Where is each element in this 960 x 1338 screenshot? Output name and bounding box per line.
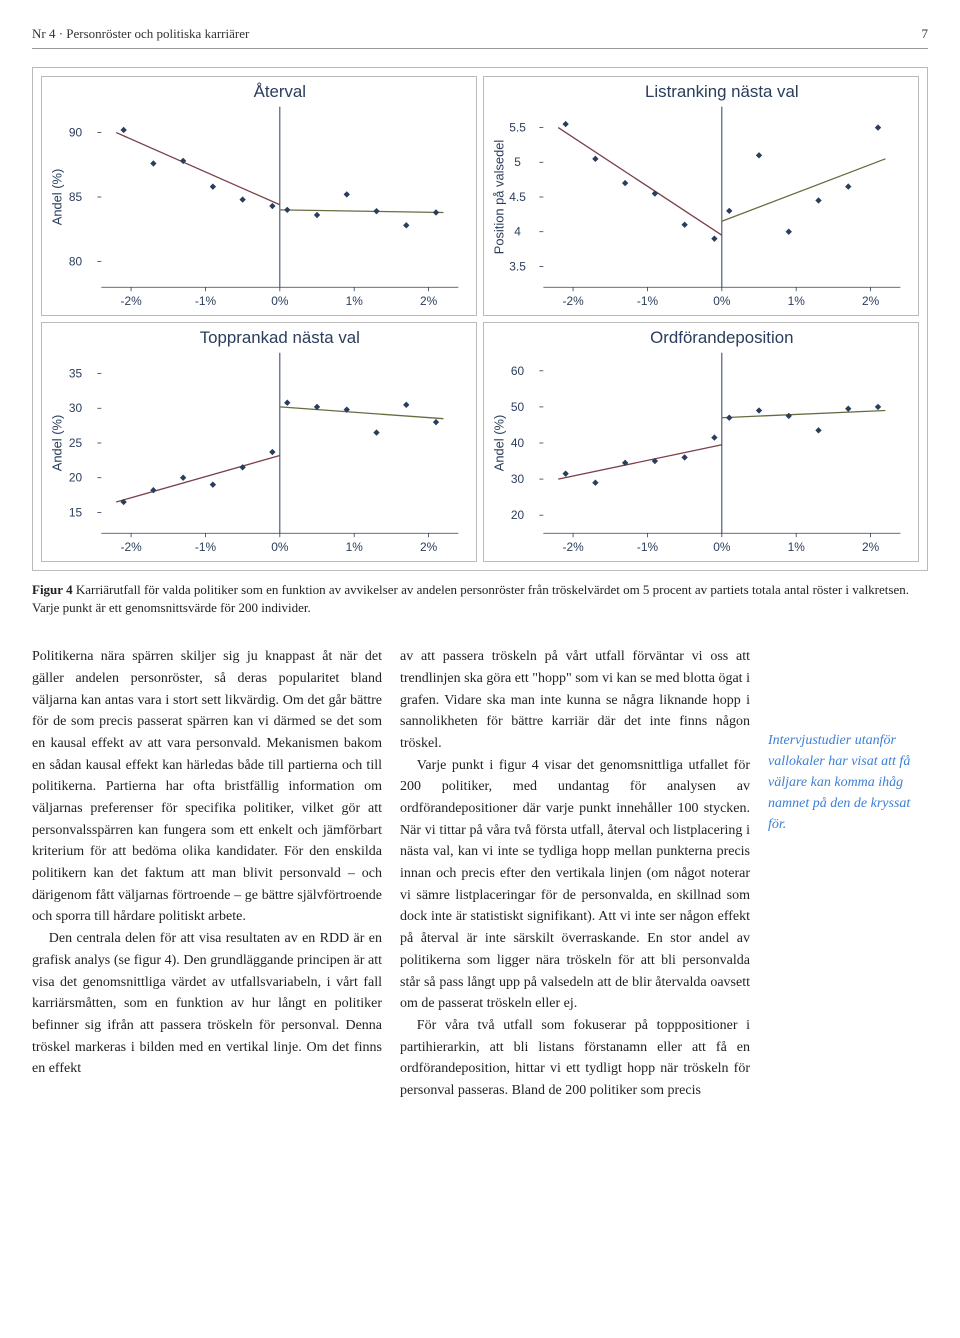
svg-text:Återval: Återval <box>254 81 306 100</box>
panel-ordforande: Ordförandeposition 20 30 40 50 60 Andel (%) -2%… <box>483 322 919 562</box>
svg-text:2%: 2% <box>420 540 438 554</box>
figure-4: Återval 80 85 90 Andel (%) -2% -1% 0% 1% 2% Listr… <box>32 67 928 571</box>
svg-text:5: 5 <box>514 155 521 169</box>
svg-text:Andel (%): Andel (%) <box>50 414 65 471</box>
svg-text:-1%: -1% <box>637 540 659 554</box>
svg-text:80: 80 <box>69 254 83 268</box>
svg-text:Position på valsedel: Position på valsedel <box>492 139 507 254</box>
svg-text:Listranking nästa val: Listranking nästa val <box>645 81 799 100</box>
svg-text:40: 40 <box>511 435 525 449</box>
svg-text:20: 20 <box>511 508 525 522</box>
svg-text:85: 85 <box>69 189 83 203</box>
body-columns: Politikerna nära spärren skiljer sig ju … <box>32 646 928 1101</box>
svg-text:1%: 1% <box>788 540 806 554</box>
svg-text:90: 90 <box>69 125 83 139</box>
column-2: av att passera tröskeln på vårt utfall f… <box>400 646 750 1101</box>
svg-text:-1%: -1% <box>195 294 217 308</box>
svg-text:3.5: 3.5 <box>509 259 526 273</box>
svg-text:1%: 1% <box>788 294 806 308</box>
header-left: Nr 4 · Personröster och politiska karriä… <box>32 24 249 44</box>
col1-para1: Politikerna nära spärren skiljer sig ju … <box>32 646 382 928</box>
svg-text:-1%: -1% <box>637 294 659 308</box>
col2-para3: För våra två utfall som fokuserar på top… <box>400 1015 750 1102</box>
col1-para2: Den centrala delen för att visa resultat… <box>32 928 382 1080</box>
svg-text:-2%: -2% <box>562 540 584 554</box>
column-1: Politikerna nära spärren skiljer sig ju … <box>32 646 382 1101</box>
header-page-number: 7 <box>922 24 929 44</box>
caption-label: Figur 4 <box>32 582 73 597</box>
svg-text:Ordförandeposition: Ordförandeposition <box>650 327 793 346</box>
svg-text:-2%: -2% <box>120 294 142 308</box>
svg-text:1%: 1% <box>346 540 364 554</box>
svg-text:4.5: 4.5 <box>509 189 526 203</box>
svg-text:0%: 0% <box>271 540 289 554</box>
svg-text:-2%: -2% <box>562 294 584 308</box>
sidenote: Intervjustudier utanför vallokaler har v… <box>768 646 928 1101</box>
svg-text:1%: 1% <box>346 294 364 308</box>
svg-text:0%: 0% <box>713 294 731 308</box>
col2-para1: av att passera tröskeln på vårt utfall f… <box>400 646 750 754</box>
svg-text:30: 30 <box>69 401 83 415</box>
svg-text:2%: 2% <box>862 540 880 554</box>
svg-text:20: 20 <box>69 470 83 484</box>
svg-text:5.5: 5.5 <box>509 120 526 134</box>
panel-listranking: Listranking nästa val 3.5 4 4.5 5 5.5Position… <box>483 76 919 316</box>
svg-text:50: 50 <box>511 399 525 413</box>
svg-text:0%: 0% <box>713 540 731 554</box>
caption-text: Karriärutfall för valda politiker som en… <box>32 582 909 616</box>
page-header: Nr 4 · Personröster och politiska karriä… <box>32 24 928 49</box>
svg-text:35: 35 <box>69 366 83 380</box>
svg-text:2%: 2% <box>420 294 438 308</box>
svg-text:2%: 2% <box>862 294 880 308</box>
figure-caption: Figur 4 Karriärutfall för valda politike… <box>32 581 928 619</box>
svg-text:30: 30 <box>511 472 525 486</box>
svg-text:Topprankad nästa val: Topprankad nästa val <box>200 327 360 346</box>
svg-text:-2%: -2% <box>120 540 142 554</box>
svg-text:-1%: -1% <box>195 540 217 554</box>
chart-grid: Återval 80 85 90 Andel (%) -2% -1% 0% 1% 2% Listr… <box>41 76 919 562</box>
svg-text:15: 15 <box>69 505 83 519</box>
svg-text:Andel (%): Andel (%) <box>492 414 507 471</box>
svg-text:Andel (%): Andel (%) <box>50 168 65 225</box>
svg-text:60: 60 <box>511 363 525 377</box>
panel-aterval: Återval 80 85 90 Andel (%) -2% -1% 0% 1% 2% <box>41 76 477 316</box>
svg-text:0%: 0% <box>271 294 289 308</box>
svg-text:25: 25 <box>69 435 83 449</box>
svg-text:4: 4 <box>514 224 521 238</box>
panel-topprankad: Topprankad nästa val 15 20 25 30 35 Andel (%) -… <box>41 322 477 562</box>
col2-para2: Varje punkt i figur 4 visar det genomsni… <box>400 755 750 1015</box>
